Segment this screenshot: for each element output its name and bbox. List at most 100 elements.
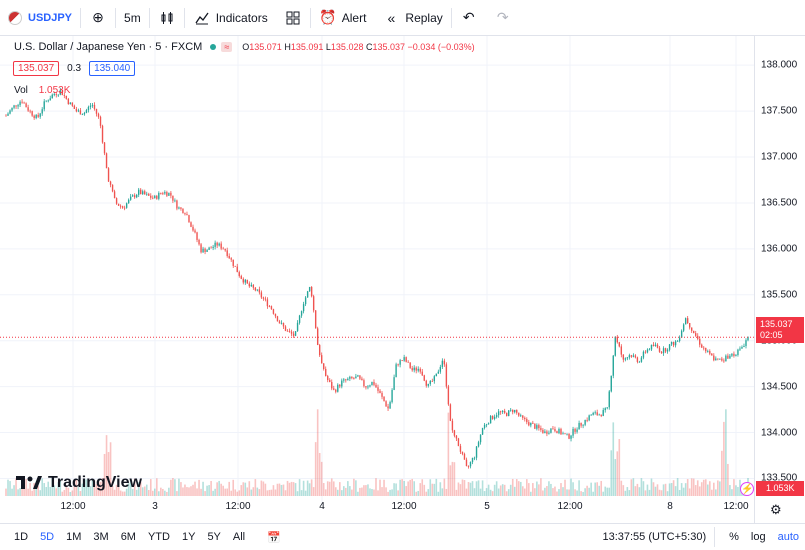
candle-body bbox=[393, 377, 395, 390]
range-button-6m[interactable]: 6M bbox=[120, 531, 136, 543]
clock[interactable]: 13:37:55 (UTC+5:30) bbox=[602, 531, 707, 543]
volume-bar bbox=[268, 489, 271, 496]
volume-bar bbox=[385, 487, 387, 496]
candle-body bbox=[101, 125, 104, 143]
log-button[interactable]: log bbox=[750, 531, 766, 543]
volume-bar bbox=[246, 487, 249, 496]
undo-button[interactable]: ↶ bbox=[452, 0, 486, 35]
volume-bar bbox=[93, 480, 96, 496]
price-axis[interactable]: 138.000 137.500 137.000 136.500 136.000 135.5… bbox=[754, 36, 805, 524]
candle-body bbox=[457, 438, 460, 447]
volume-bar bbox=[610, 450, 613, 496]
volume-bar bbox=[606, 487, 609, 496]
range-button-5y[interactable]: 5Y bbox=[207, 531, 221, 543]
volume-bar bbox=[123, 491, 126, 496]
volume-bar bbox=[143, 486, 146, 496]
interval-button[interactable]: 5m bbox=[116, 0, 149, 35]
volume-bar bbox=[682, 487, 685, 496]
volume-bar bbox=[336, 489, 339, 496]
volume-bar bbox=[600, 480, 603, 496]
percent-button[interactable]: % bbox=[729, 531, 739, 543]
candle-body bbox=[505, 412, 508, 417]
volume-value: 1.053K bbox=[38, 85, 71, 96]
candle-body bbox=[695, 333, 697, 336]
candle-body bbox=[664, 348, 667, 352]
compare-button[interactable]: ⊕ bbox=[81, 0, 115, 35]
gear-icon[interactable]: ⚙ bbox=[770, 502, 782, 517]
volume-bar bbox=[469, 482, 472, 496]
volume-bar bbox=[564, 479, 566, 496]
time-axis[interactable]: 12:00 3 12:00 4 12:00 5 12:00 8 12:00 bbox=[0, 497, 754, 519]
candle-body bbox=[656, 344, 659, 348]
price-chart[interactable] bbox=[0, 36, 754, 524]
candle-body bbox=[323, 363, 325, 369]
volume-bar bbox=[230, 490, 233, 496]
time-axis-label: 8 bbox=[667, 501, 673, 512]
chart-type-button[interactable] bbox=[150, 0, 184, 35]
candle-body bbox=[475, 446, 478, 458]
volume-bar bbox=[725, 409, 727, 496]
volume-bar bbox=[515, 479, 518, 496]
candle-body bbox=[407, 361, 409, 363]
volume-bar bbox=[115, 484, 118, 496]
candle-body bbox=[385, 401, 387, 407]
candle-body bbox=[154, 195, 156, 199]
candle-body bbox=[737, 349, 739, 355]
range-button-ytd[interactable]: YTD bbox=[147, 531, 170, 543]
candle-body bbox=[121, 206, 124, 208]
volume-bar bbox=[353, 478, 355, 496]
redo-button[interactable]: ↷ bbox=[486, 0, 520, 35]
date-range-icon[interactable]: 📅 bbox=[267, 531, 281, 544]
range-button-all[interactable]: All bbox=[232, 531, 246, 543]
volume-bar bbox=[238, 490, 241, 496]
sell-button[interactable]: 135.037 bbox=[13, 61, 60, 76]
templates-button[interactable] bbox=[276, 0, 310, 35]
range-button-1y[interactable]: 1Y bbox=[181, 531, 196, 543]
volume-bar bbox=[194, 481, 196, 496]
candle-body bbox=[144, 191, 146, 195]
volume-bar bbox=[650, 478, 653, 496]
range-button-1m[interactable]: 1M bbox=[66, 531, 82, 543]
candle-body bbox=[423, 375, 425, 381]
indicators-icon bbox=[193, 9, 211, 27]
volume-bar bbox=[735, 485, 737, 496]
symbol-search-button[interactable]: USDJPY bbox=[0, 0, 80, 35]
candle-body bbox=[115, 198, 118, 204]
indicators-button[interactable]: Indicators bbox=[185, 0, 276, 35]
delayed-badge[interactable]: ≈ bbox=[221, 42, 233, 52]
volume-bar bbox=[686, 479, 689, 496]
candle-body bbox=[512, 409, 514, 413]
candle-body bbox=[556, 431, 558, 434]
volume-bar bbox=[443, 478, 446, 496]
candle-body bbox=[206, 249, 208, 252]
volume-bar bbox=[624, 490, 627, 496]
volume-bar bbox=[379, 479, 381, 496]
buy-button[interactable]: 135.040 bbox=[89, 61, 136, 76]
candle-body bbox=[43, 101, 45, 110]
alert-button[interactable]: ⏰ Alert bbox=[311, 0, 375, 35]
range-button-3m[interactable]: 3M bbox=[93, 531, 109, 543]
candle-body bbox=[339, 384, 341, 387]
volume-bar bbox=[55, 488, 58, 496]
replay-button[interactable]: « Replay bbox=[374, 0, 450, 35]
auto-button[interactable]: auto bbox=[777, 531, 799, 543]
price-axis-label: 134.500 bbox=[761, 381, 798, 393]
volume-bar bbox=[266, 490, 269, 496]
candle-body bbox=[540, 428, 542, 430]
volume-bar bbox=[391, 489, 393, 496]
volume-bar bbox=[361, 487, 363, 496]
volume-bar bbox=[51, 478, 54, 496]
volume-bar bbox=[423, 484, 426, 496]
volume-bar bbox=[582, 491, 584, 496]
range-button-1d[interactable]: 1D bbox=[14, 531, 29, 543]
volume-bar bbox=[437, 491, 440, 496]
volume-bar bbox=[727, 463, 729, 496]
lightning-icon[interactable]: ⚡ bbox=[740, 482, 754, 496]
volume-bar bbox=[282, 484, 285, 496]
volume-bar bbox=[457, 482, 460, 496]
candle-body bbox=[369, 385, 371, 387]
candle-body bbox=[377, 387, 379, 391]
range-button-5d[interactable]: 5D bbox=[40, 531, 55, 543]
redo-icon: ↷ bbox=[496, 9, 509, 25]
tradingview-logo[interactable]: TradingView bbox=[16, 474, 142, 492]
